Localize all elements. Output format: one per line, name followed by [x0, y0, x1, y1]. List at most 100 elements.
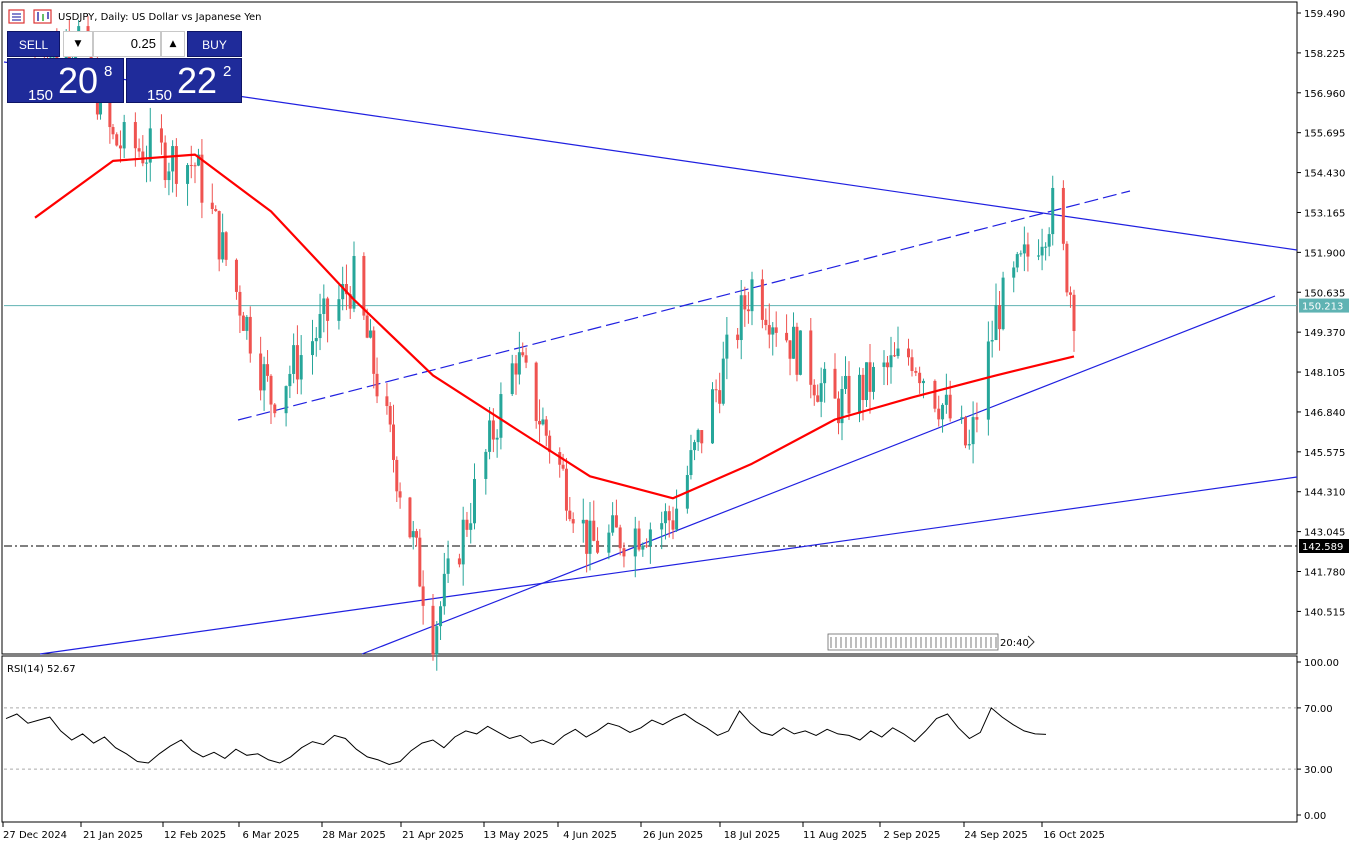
- lot-decrease-button[interactable]: ▼: [63, 31, 93, 57]
- candlestick: [163, 135, 167, 188]
- candlestick: [760, 269, 764, 329]
- channel-lower-trendline[interactable]: [361, 295, 1276, 655]
- sell-quote-fraction: 8: [104, 63, 113, 80]
- candlestick: [967, 429, 971, 450]
- lot-increase-button[interactable]: ▲: [161, 31, 185, 57]
- candlestick: [337, 284, 341, 330]
- candlestick: [238, 285, 242, 334]
- long-support-trendline[interactable]: [39, 476, 1298, 655]
- price-tick-label: 156.960: [1304, 89, 1345, 100]
- current-price-label: 150.213: [1302, 302, 1343, 313]
- candlestick: [266, 350, 270, 382]
- candlestick: [292, 333, 296, 384]
- candlestick: [368, 319, 372, 339]
- candlestick: [785, 314, 789, 343]
- candlestick: [918, 366, 922, 394]
- candlestick: [596, 527, 600, 555]
- candlestick: [284, 385, 288, 427]
- channel-upper-trendline[interactable]: [237, 190, 1131, 421]
- sell-quote[interactable]: 150 20 8: [7, 58, 124, 104]
- candlestick: [1047, 227, 1051, 257]
- candlestick: [431, 594, 435, 661]
- candlestick: [788, 340, 792, 376]
- candlestick: [614, 499, 618, 528]
- candlestick: [245, 315, 249, 340]
- candlestick: [415, 528, 419, 547]
- sell-button[interactable]: SELL: [7, 31, 60, 57]
- candlestick: [696, 428, 700, 451]
- date-tick-label: 24 Sep 2025: [964, 830, 1027, 841]
- candlestick: [764, 308, 768, 331]
- candlestick: [395, 456, 399, 502]
- candlestick: [442, 552, 446, 615]
- candlestick: [910, 349, 914, 377]
- support-level-tag: 142.589: [1299, 539, 1349, 553]
- support-level-label: 142.589: [1302, 542, 1343, 553]
- candlestick: [792, 312, 795, 359]
- chart-type-icon[interactable]: [33, 9, 52, 24]
- candlestick: [671, 506, 675, 540]
- candlestick: [588, 501, 592, 571]
- candlestick: [148, 107, 152, 182]
- date-tick-label: 11 Aug 2025: [803, 830, 867, 841]
- rsi-title: RSI(14) 52.67: [7, 664, 76, 675]
- candlestick: [743, 286, 747, 327]
- candlestick: [288, 365, 292, 399]
- candlestick: [739, 279, 743, 360]
- buy-button[interactable]: BUY: [187, 31, 242, 57]
- date-tick-label: 26 Jun 2025: [643, 830, 703, 841]
- candlestick: [488, 406, 492, 460]
- candlestick: [1072, 289, 1076, 352]
- rsi-tick-label: 100.00: [1304, 658, 1339, 669]
- candlestick: [933, 379, 937, 413]
- candlestick: [326, 296, 330, 343]
- candlestick: [585, 519, 589, 573]
- candlestick: [344, 264, 348, 311]
- buy-quote[interactable]: 150 22 2: [126, 58, 242, 104]
- date-tick-label: 18 Jul 2025: [724, 830, 781, 841]
- candlestick: [534, 361, 538, 429]
- sell-quote-pips: 20: [58, 60, 99, 101]
- candlestick: [392, 404, 395, 473]
- date-tick-label: 2 Sep 2025: [883, 830, 940, 841]
- candlestick: [882, 350, 886, 385]
- candlestick: [318, 293, 322, 351]
- lot-size-input[interactable]: 0.25: [93, 31, 161, 57]
- price-tick-label: 145.575: [1304, 448, 1345, 459]
- candlestick: [385, 383, 389, 415]
- date-tick-label: 13 May 2025: [483, 830, 548, 841]
- candlestick: [411, 521, 415, 550]
- candlestick: [819, 367, 823, 418]
- candlestick: [561, 453, 565, 471]
- countdown-box: 20:40: [827, 633, 1035, 651]
- candlestick: [311, 319, 314, 375]
- chart-menu-icon[interactable]: [8, 9, 25, 24]
- candlestick: [499, 382, 503, 450]
- candlestick: [886, 355, 889, 386]
- candlestick: [693, 439, 697, 461]
- candlestick: [248, 306, 252, 363]
- date-tick-label: 12 Feb 2025: [164, 830, 226, 841]
- candlestick: [193, 162, 197, 184]
- candlestick: [937, 395, 941, 427]
- rsi-layer: [4, 707, 1296, 770]
- rsi-plot-frame: [1, 655, 1298, 823]
- date-tick-label: 27 Dec 2024: [3, 830, 67, 841]
- candlestick: [1001, 271, 1005, 331]
- date-tick-label: 16 Oct 2025: [1043, 830, 1105, 841]
- candlestick: [592, 500, 596, 542]
- candlestick: [718, 372, 722, 414]
- axis-layer: 159.490 158.225 156.960 155.695 154.430 153.1…: [2, 9, 1345, 841]
- candlestick: [269, 374, 273, 424]
- candlestick: [348, 286, 352, 319]
- date-tick-label: 21 Jan 2025: [83, 830, 143, 841]
- candlestick: [465, 511, 469, 537]
- candlestick: [295, 325, 299, 395]
- candlestick: [637, 520, 641, 552]
- price-tick-label: 154.430: [1304, 169, 1345, 180]
- candlestick: [408, 496, 412, 539]
- price-tick-label: 151.900: [1304, 248, 1345, 259]
- candlestick: [241, 311, 245, 331]
